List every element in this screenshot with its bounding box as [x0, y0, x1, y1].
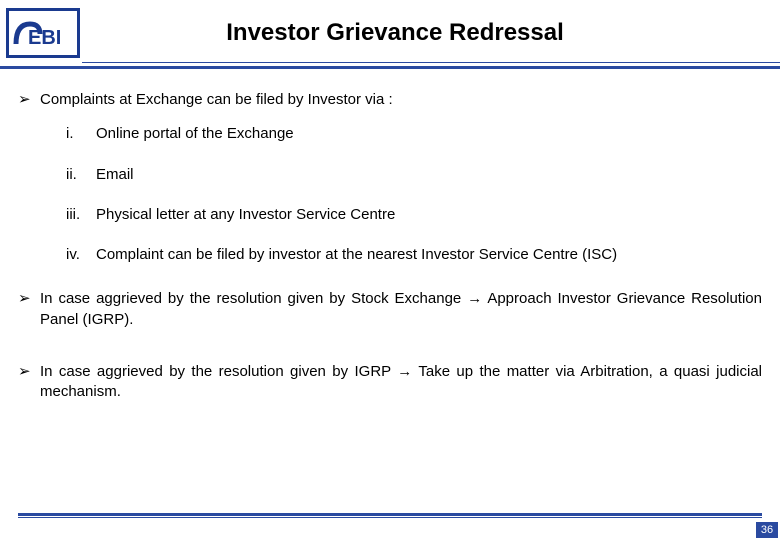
footer-divider-thin [18, 517, 762, 518]
sub-item-text: Online portal of the Exchange [96, 124, 294, 144]
sub-item-text: Email [96, 165, 134, 185]
sub-item: i. Online portal of the Exchange [66, 124, 762, 144]
sub-item-num: ii. [66, 165, 96, 185]
sub-item-num: iv. [66, 245, 96, 265]
header-divider [0, 62, 780, 72]
bullet-text: In case aggrieved by the resolution give… [40, 362, 762, 403]
bullet-text: Complaints at Exchange can be filed by I… [40, 90, 762, 110]
bullet-item: ➢ Complaints at Exchange can be filed by… [18, 90, 762, 110]
header: EBI Investor Grievance Redressal [0, 0, 780, 58]
content-area: ➢ Complaints at Exchange can be filed by… [0, 72, 780, 402]
sub-item-text: Physical letter at any Investor Service … [96, 205, 395, 225]
bullet-marker-icon: ➢ [18, 90, 40, 110]
sub-item: iv. Complaint can be filed by investor a… [66, 245, 762, 265]
sub-item-text: Complaint can be filed by investor at th… [96, 245, 617, 265]
sebi-logo: EBI [6, 8, 80, 58]
bullet-marker-icon: ➢ [18, 362, 40, 403]
bullet-text: In case aggrieved by the resolution give… [40, 289, 762, 330]
svg-text:EBI: EBI [28, 27, 61, 49]
slide-title: Investor Grievance Redressal [80, 19, 780, 47]
sub-item-num: i. [66, 124, 96, 144]
sebi-logo-svg: EBI [12, 14, 74, 52]
bullet-item: ➢ In case aggrieved by the resolution gi… [18, 362, 762, 403]
sub-item: ii. Email [66, 165, 762, 185]
sub-item: iii. Physical letter at any Investor Ser… [66, 205, 762, 225]
sub-list: i. Online portal of the Exchange ii. Ema… [66, 124, 762, 265]
sub-item-num: iii. [66, 205, 96, 225]
bullet-item: ➢ In case aggrieved by the resolution gi… [18, 289, 762, 330]
bullet-marker-icon: ➢ [18, 289, 40, 330]
footer-divider [18, 513, 762, 516]
page-number: 36 [756, 522, 778, 538]
